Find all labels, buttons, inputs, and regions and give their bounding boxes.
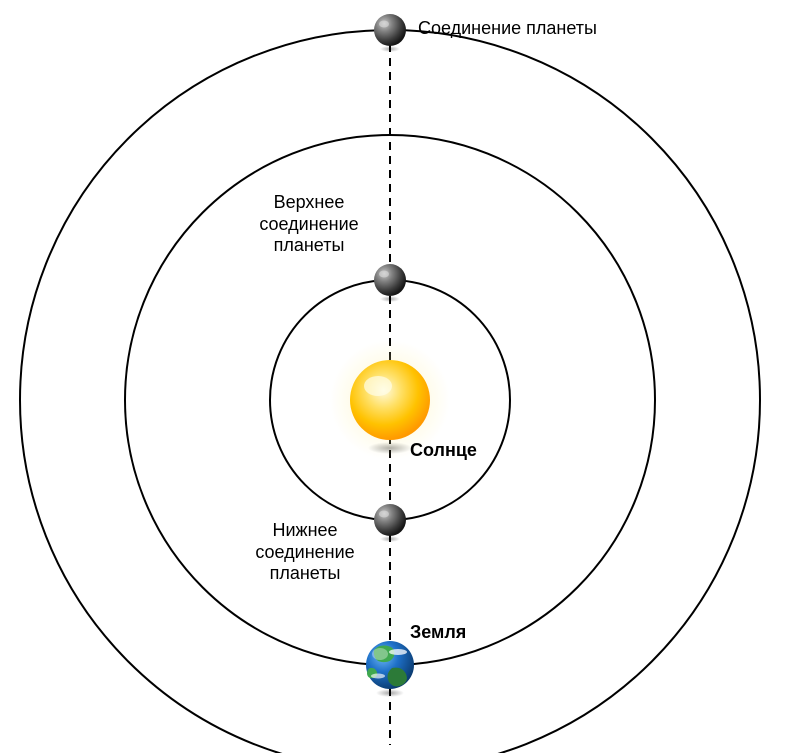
planetary-conjunction-diagram: Соединение планеты Верхнее соединение пл… bbox=[0, 0, 800, 753]
label-outer-conjunction: Соединение планеты bbox=[418, 18, 597, 40]
label-superior-conjunction: Верхнее соединение планеты bbox=[234, 192, 384, 257]
label-sun: Солнце bbox=[410, 440, 477, 462]
earth bbox=[366, 641, 414, 697]
planet-outer-conjunction bbox=[374, 14, 406, 52]
planet-superior-conjunction bbox=[374, 264, 406, 302]
label-earth: Земля bbox=[410, 622, 466, 644]
label-inferior-conjunction: Нижнее соединение планеты bbox=[230, 520, 380, 585]
